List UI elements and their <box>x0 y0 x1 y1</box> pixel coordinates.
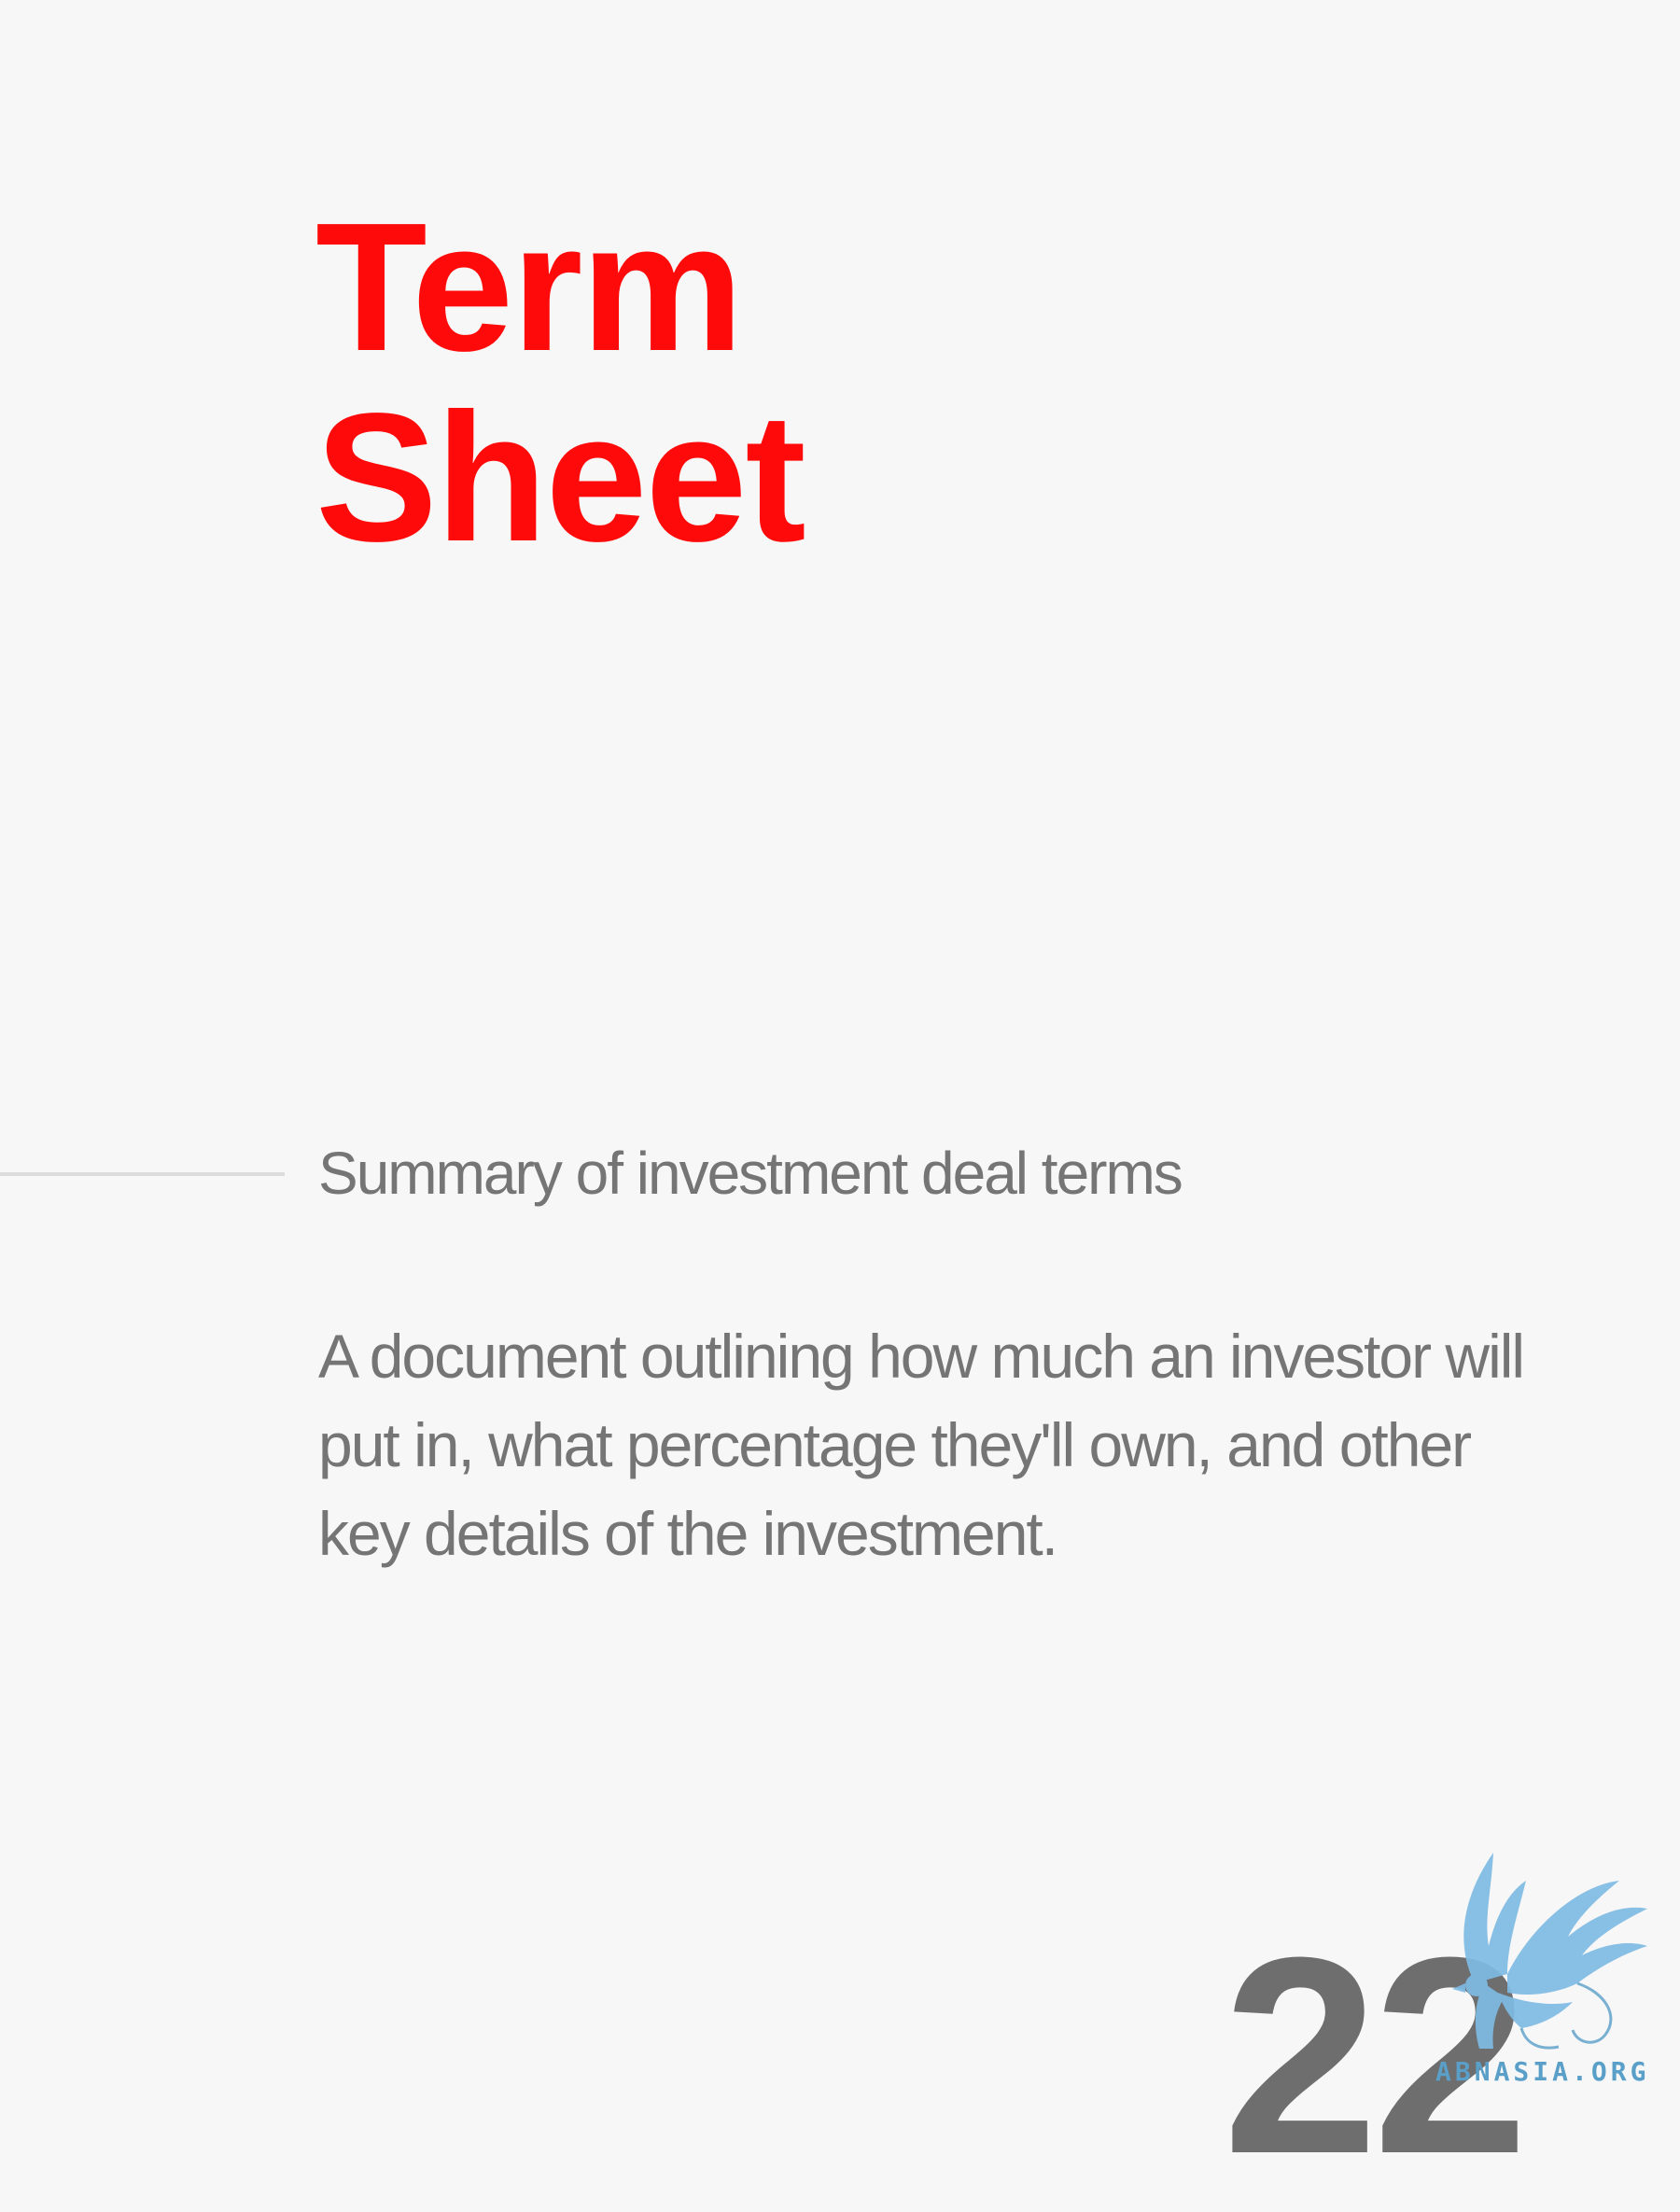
griffin-icon <box>1452 1853 1647 2050</box>
subtitle: Summary of investment deal terms <box>318 1140 1183 1207</box>
watermark-text: ABNASIA.ORG <box>1435 2056 1650 2087</box>
title-line-1: Term <box>315 185 744 389</box>
page-title: Term Sheet <box>315 185 806 580</box>
watermark: ABNASIA.ORG <box>1419 1843 1680 2100</box>
section-divider <box>0 1172 285 1176</box>
definition-text: A document outlining how much an investo… <box>318 1322 1525 1568</box>
title-line-2: Sheet <box>315 375 806 580</box>
